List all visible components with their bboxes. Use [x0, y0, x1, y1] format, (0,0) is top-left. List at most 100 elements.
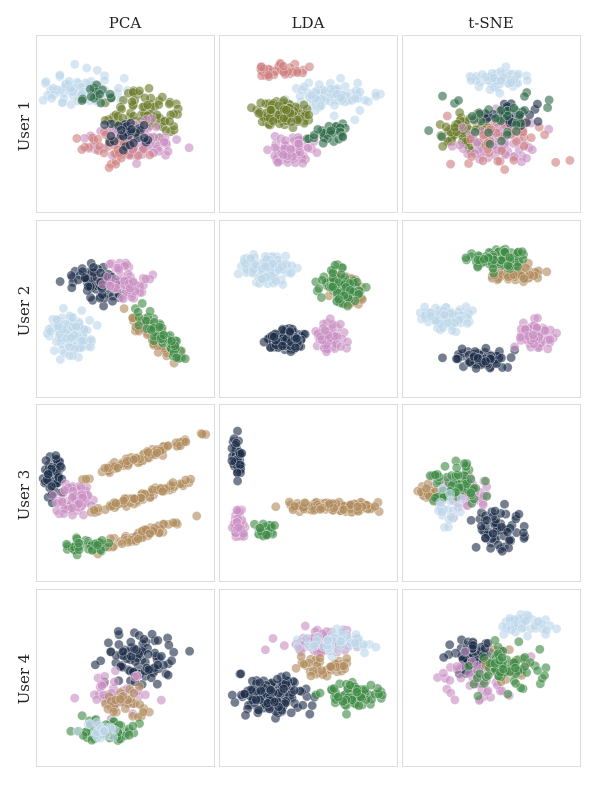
scatter-point: [521, 153, 532, 164]
scatter-point: [168, 517, 179, 528]
scatter-point: [329, 100, 340, 111]
scatter-point: [526, 132, 537, 143]
scatter-point: [184, 646, 195, 657]
scatter-point: [263, 70, 274, 81]
scatter-point: [66, 332, 77, 343]
scatter-point: [66, 282, 77, 293]
scatter-point: [455, 673, 466, 683]
scatter-point: [506, 352, 516, 363]
scatter-point: [134, 85, 145, 96]
scatter-point: [515, 332, 526, 343]
scatter-panel-6: [402, 220, 581, 398]
scatter-point: [473, 691, 483, 701]
scatter-point: [286, 117, 297, 127]
scatter-point: [437, 141, 448, 152]
scatter-point: [113, 626, 124, 637]
scatter-point: [504, 252, 515, 263]
scatter-point: [128, 688, 139, 699]
scatter-point: [369, 501, 380, 512]
scatter-point: [277, 340, 288, 351]
scatter-point: [268, 633, 278, 644]
scatter-point: [477, 69, 488, 80]
scatter-point: [495, 105, 506, 116]
scatter-point: [440, 461, 450, 472]
scatter-point: [315, 504, 326, 515]
scatter-point: [117, 646, 128, 657]
scatter-point: [289, 685, 300, 696]
scatter-point: [332, 644, 343, 655]
scatter-point: [152, 660, 163, 670]
scatter-panel-7: [36, 404, 215, 582]
scatter-point: [478, 155, 488, 166]
scatter-point: [143, 649, 154, 660]
scatter-point: [314, 79, 325, 90]
scatter-point: [300, 621, 311, 631]
scatter-point: [113, 83, 124, 94]
scatter-point: [292, 67, 303, 78]
scatter-point: [67, 492, 78, 503]
scatter-point: [81, 63, 92, 73]
scatter-point: [480, 356, 491, 367]
scatter-point: [319, 325, 330, 336]
scatter-point: [158, 329, 169, 340]
scatter-point: [281, 670, 292, 681]
scatter-point: [466, 75, 476, 86]
scatter-point: [163, 146, 173, 157]
scatter-point: [43, 469, 54, 479]
scatter-point: [445, 496, 456, 506]
scatter-point: [81, 474, 91, 484]
scatter-point: [446, 512, 456, 522]
column-title-tsne: t-SNE: [468, 14, 514, 32]
scatter-point: [481, 515, 492, 526]
scatter-point: [255, 98, 266, 108]
scatter-point: [69, 59, 80, 70]
scatter-point: [108, 732, 119, 743]
scatter-point: [105, 280, 116, 291]
scatter-point: [335, 636, 346, 647]
scatter-point: [142, 100, 153, 110]
scatter-point: [86, 91, 97, 102]
scatter-point: [483, 104, 494, 115]
scatter-point: [515, 110, 525, 120]
scatter-point: [269, 142, 280, 153]
scatter-point: [118, 145, 129, 156]
scatter-point: [119, 73, 130, 84]
scatter-point: [59, 485, 70, 496]
scatter-point: [309, 640, 320, 651]
scatter-point: [533, 116, 543, 127]
scatter-point: [128, 454, 139, 465]
scatter-point: [471, 363, 481, 374]
scatter-point: [498, 664, 509, 675]
scatter-panel-3: [402, 35, 581, 213]
scatter-point: [163, 640, 174, 651]
scatter-point: [76, 144, 87, 155]
scatter-point: [437, 483, 448, 494]
scatter-point: [117, 538, 127, 549]
scatter-point: [72, 726, 83, 737]
scatter-point: [145, 306, 155, 317]
scatter-panel-5: [219, 220, 398, 398]
scatter-panel-11: [219, 589, 398, 767]
scatter-point: [451, 353, 462, 364]
scatter-point: [226, 455, 237, 466]
scatter-point: [338, 661, 349, 671]
scatter-point: [99, 463, 110, 473]
scatter-point: [290, 342, 301, 353]
scatter-point: [312, 124, 323, 135]
scatter-point: [484, 139, 495, 150]
scatter-point: [437, 91, 448, 101]
scatter-point: [109, 677, 120, 687]
scatter-point: [89, 505, 99, 516]
scatter-point: [133, 307, 143, 318]
scatter-point: [184, 142, 194, 153]
scatter-point: [488, 263, 498, 274]
scatter-point: [64, 76, 74, 87]
scatter-point: [106, 131, 116, 141]
scatter-point: [540, 325, 551, 336]
scatter-point: [299, 99, 309, 110]
scatter-point: [316, 665, 327, 676]
scatter-point: [325, 125, 336, 136]
scatter-point: [297, 158, 308, 169]
scatter-point: [496, 145, 507, 156]
scatter-point: [152, 635, 163, 646]
